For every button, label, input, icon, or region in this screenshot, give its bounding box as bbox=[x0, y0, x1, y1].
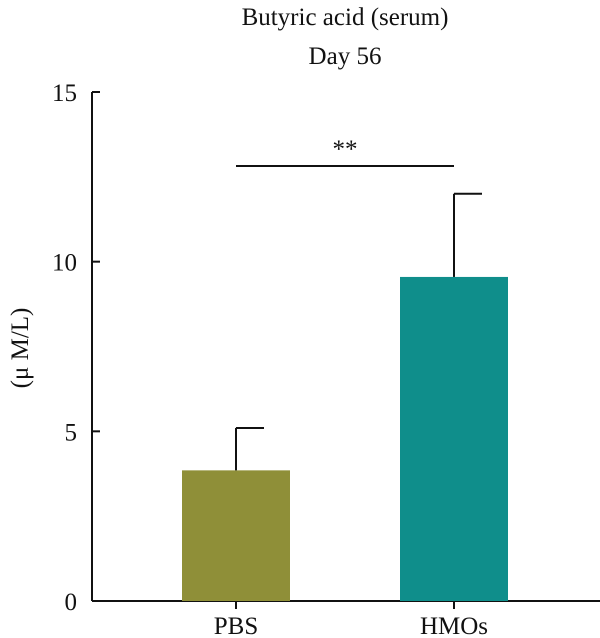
y-axis-label: (μ M/L) bbox=[7, 308, 34, 389]
bar bbox=[182, 470, 290, 601]
plot-area: 0 5 10 15 PBS HMOs ** bbox=[52, 80, 600, 638]
bar bbox=[400, 276, 508, 601]
y-tick-label: 0 bbox=[65, 589, 78, 616]
chart-title: Butyric acid (serum) bbox=[242, 4, 449, 31]
x-tick-label: PBS bbox=[214, 613, 258, 638]
y-tick-label: 15 bbox=[52, 80, 77, 107]
y-tick-label: 5 bbox=[65, 419, 78, 446]
chart-subtitle: Day 56 bbox=[309, 43, 382, 70]
y-tick-label: 10 bbox=[52, 250, 77, 277]
x-tick-label: HMOs bbox=[420, 613, 488, 638]
significance-label: ** bbox=[333, 136, 358, 163]
